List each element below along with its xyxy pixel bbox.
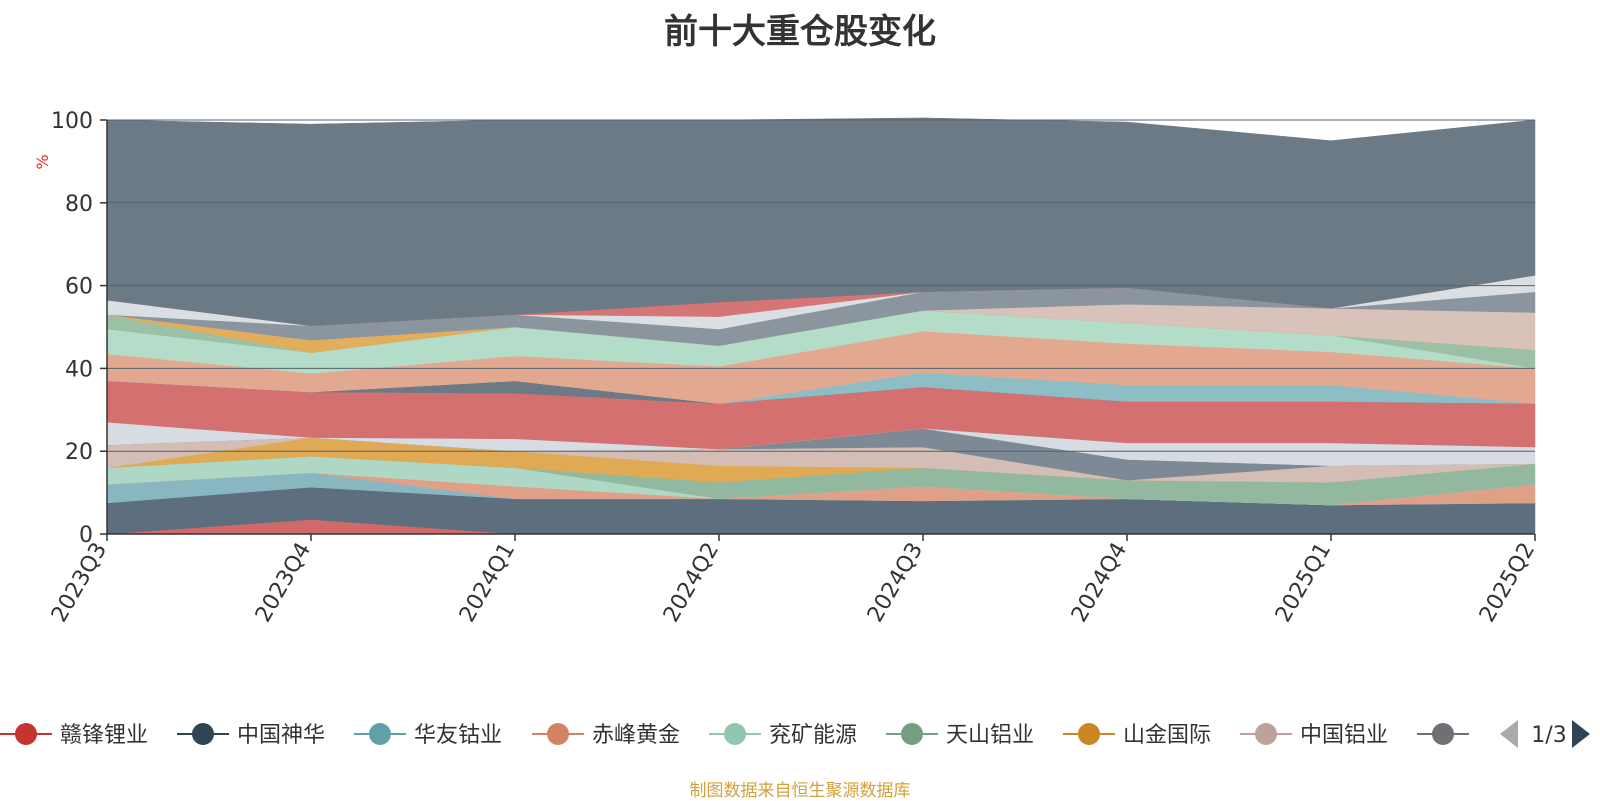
legend-item-4[interactable]: 兖矿能源 xyxy=(709,723,857,748)
legend[interactable]: 赣锋锂业 中国神华 华友钴业 赤峰黄金 兖矿能源 天山铝业 山金国际 中国铝业 xyxy=(0,723,1469,748)
legend-marker xyxy=(1078,723,1100,745)
x-tick-label-7: 2025Q2 xyxy=(1475,539,1540,627)
legend-item-6[interactable]: 山金国际 xyxy=(1063,723,1211,748)
legend-marker xyxy=(724,723,746,745)
legend-label: 中国铝业 xyxy=(1300,723,1388,748)
legend-item-5[interactable]: 天山铝业 xyxy=(886,723,1034,748)
chart-plot: 0 20 40 60 80 100 2023Q3 2023Q4 2024Q1 2024Q2 2024… xyxy=(0,109,1590,748)
next-page-icon[interactable] xyxy=(1572,720,1590,748)
legend-item-2[interactable]: 华友钴业 xyxy=(354,723,502,748)
legend-marker xyxy=(192,723,214,745)
area-series-21 xyxy=(106,117,1536,327)
y-tick-label-0: 0 xyxy=(79,523,93,548)
y-tick-label-2: 40 xyxy=(65,357,93,382)
y-tick-label-3: 60 xyxy=(65,275,93,300)
legend-item-8[interactable] xyxy=(1417,723,1469,745)
x-tick-label-6: 2025Q1 xyxy=(1271,539,1336,627)
x-tick-label-5: 2024Q4 xyxy=(1067,539,1132,627)
legend-label: 赣锋锂业 xyxy=(60,723,148,748)
legend-marker xyxy=(901,723,923,745)
y-tick-label-1: 20 xyxy=(65,440,93,465)
legend-pager[interactable]: 1/3 xyxy=(1500,720,1590,748)
x-tick-label-1: 2023Q4 xyxy=(251,539,316,627)
y-tick-label-5: 100 xyxy=(51,109,93,134)
legend-item-0[interactable]: 赣锋锂业 xyxy=(0,723,148,748)
legend-label: 兖矿能源 xyxy=(769,723,857,748)
legend-label: 中国神华 xyxy=(237,723,325,748)
legend-marker xyxy=(15,723,37,745)
legend-label: 山金国际 xyxy=(1123,723,1211,748)
legend-item-7[interactable]: 中国铝业 xyxy=(1240,723,1388,748)
legend-item-1[interactable]: 中国神华 xyxy=(177,723,325,748)
legend-label: 天山铝业 xyxy=(946,723,1034,748)
x-tick-label-4: 2024Q3 xyxy=(863,539,928,627)
legend-page-indicator: 1/3 xyxy=(1531,723,1566,748)
chart-title: 前十大重仓股变化 xyxy=(664,12,936,52)
legend-marker xyxy=(1255,723,1277,745)
legend-marker xyxy=(369,723,391,745)
legend-item-3[interactable]: 赤峰黄金 xyxy=(532,723,680,748)
x-tick-label-3: 2024Q2 xyxy=(659,539,724,627)
y-axis-unit: % xyxy=(33,154,52,169)
grid-lines xyxy=(107,119,1535,452)
x-tick-label-0: 2023Q3 xyxy=(47,539,112,627)
y-tick-label-4: 80 xyxy=(65,192,93,217)
data-source-note: 制图数据来自恒生聚源数据库 xyxy=(689,781,911,801)
prev-page-icon[interactable] xyxy=(1500,720,1518,748)
legend-marker xyxy=(1432,723,1454,745)
x-tick-label-2: 2024Q1 xyxy=(455,539,520,627)
legend-label: 赤峰黄金 xyxy=(592,723,680,748)
legend-label: 华友钴业 xyxy=(414,723,502,748)
legend-marker xyxy=(547,723,569,745)
stacked-areas xyxy=(106,117,1536,535)
